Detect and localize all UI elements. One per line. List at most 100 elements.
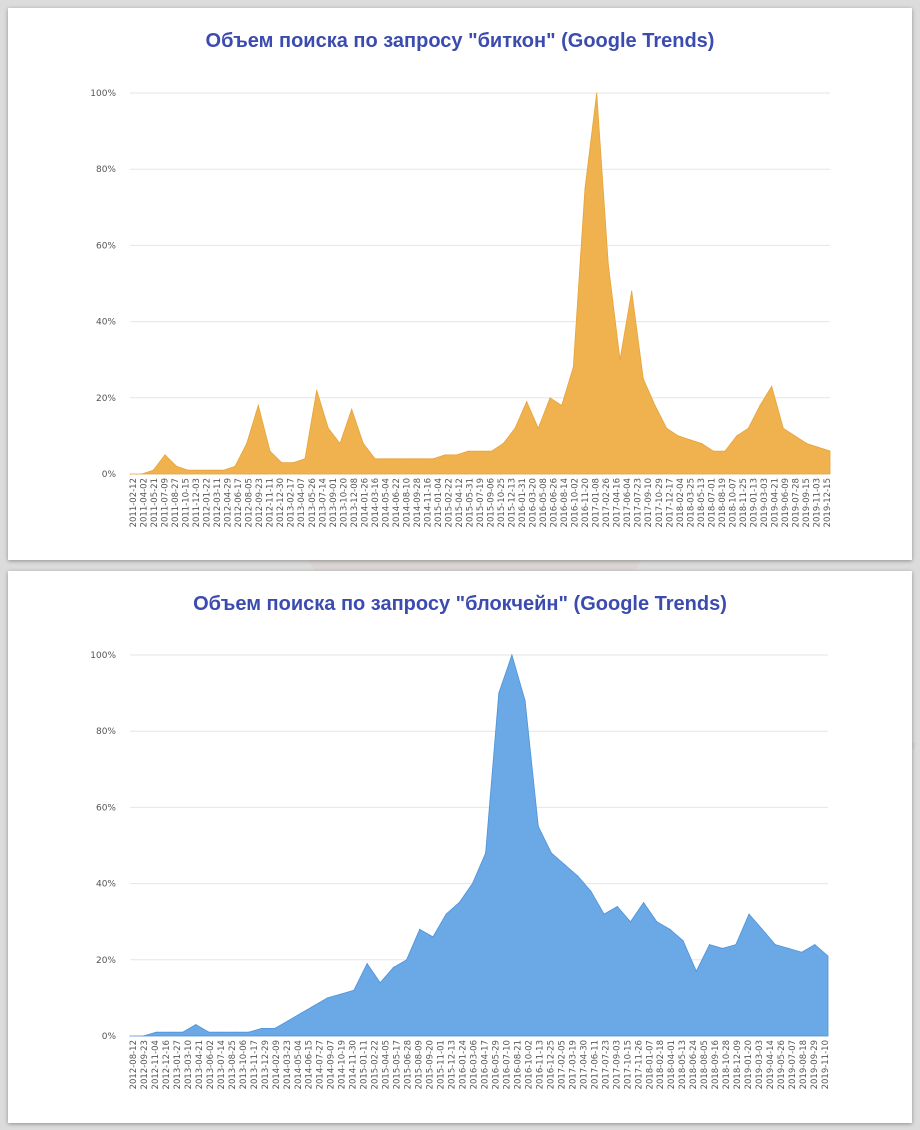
- data-point: [619, 359, 621, 361]
- y-tick-label: 100%: [90, 651, 116, 661]
- data-point: [471, 883, 473, 885]
- data-point: [669, 928, 671, 930]
- x-tick-label: 2014-05-04: [294, 1040, 304, 1089]
- data-point: [695, 970, 697, 972]
- x-tick-label: 2013-09-01: [329, 478, 339, 527]
- x-tick-label: 2011-04-02: [140, 478, 150, 527]
- x-tick-label: 2018-09-16: [711, 1040, 721, 1089]
- x-tick-label: 2012-04-29: [224, 478, 234, 527]
- data-point: [432, 936, 434, 938]
- x-tick-label: 2018-11-25: [739, 478, 749, 527]
- data-point: [736, 435, 738, 437]
- data-point: [814, 944, 816, 946]
- data-point: [643, 902, 645, 904]
- y-tick-label: 40%: [96, 880, 116, 890]
- x-tick-label: 2017-10-29: [655, 478, 665, 527]
- x-tick-label: 2017-06-04: [623, 478, 633, 527]
- x-tick-label: 2014-01-26: [360, 478, 370, 527]
- x-tick-label: 2015-06-28: [404, 1040, 414, 1089]
- area-series: [130, 92, 831, 475]
- data-point: [656, 921, 658, 923]
- x-tick-label: 2017-01-08: [592, 478, 602, 527]
- x-tick-label: 2016-11-20: [581, 478, 591, 527]
- x-tick-label: 2012-11-04: [151, 1040, 161, 1089]
- x-tick-label: 2019-05-26: [777, 1040, 787, 1089]
- data-point: [281, 462, 283, 464]
- chart-title: Объем поиска по запросу "биткон" (Google…: [205, 30, 715, 52]
- data-point: [152, 469, 154, 471]
- x-tick-label: 2015-05-17: [393, 1040, 403, 1089]
- data-point: [304, 458, 306, 460]
- x-tick-label: 2014-02-09: [272, 1040, 282, 1089]
- data-point: [631, 290, 633, 292]
- x-tick-label: 2018-08-05: [700, 1040, 710, 1089]
- x-tick-label: 2019-04-14: [766, 1040, 776, 1089]
- x-tick-label: 2018-05-13: [678, 1040, 688, 1089]
- data-point: [257, 404, 259, 406]
- y-tick-label: 20%: [96, 394, 116, 404]
- x-tick-label: 2019-11-03: [813, 478, 823, 527]
- data-point: [491, 450, 493, 452]
- x-tick-label: 2013-03-10: [184, 1040, 194, 1089]
- data-point: [677, 435, 679, 437]
- x-tick-label: 2012-03-11: [213, 478, 223, 527]
- y-tick-label: 40%: [96, 318, 116, 328]
- data-point: [666, 427, 668, 429]
- x-tick-label: 2018-02-18: [656, 1040, 666, 1089]
- x-tick-label: 2017-07-23: [634, 478, 644, 527]
- data-point: [524, 700, 526, 702]
- data-point: [771, 385, 773, 387]
- data-point: [195, 1024, 197, 1026]
- data-point: [537, 427, 539, 429]
- data-point: [502, 442, 504, 445]
- data-point: [353, 989, 355, 991]
- chart-title: Объем поиска по запросу "блокчейн" (Goog…: [193, 593, 727, 615]
- data-point: [603, 913, 605, 915]
- x-tick-label: 2014-03-23: [283, 1040, 293, 1089]
- data-point: [572, 366, 574, 368]
- x-tick-label: 2018-04-01: [667, 1040, 677, 1089]
- data-point: [654, 404, 656, 406]
- x-tick-label: 2011-08-27: [171, 478, 181, 527]
- data-point: [782, 427, 784, 429]
- x-tick-label: 2016-03-06: [470, 1040, 480, 1089]
- data-point: [498, 692, 500, 694]
- x-tick-label: 2017-09-03: [612, 1040, 622, 1089]
- data-point: [176, 465, 178, 467]
- data-point: [221, 1031, 223, 1033]
- x-tick-label: 2012-09-23: [255, 478, 265, 527]
- x-tick-label: 2018-06-24: [689, 1040, 699, 1089]
- x-tick-label: 2016-05-08: [539, 478, 549, 527]
- x-tick-label: 2013-10-06: [239, 1040, 249, 1089]
- data-point: [340, 993, 342, 995]
- data-point: [479, 450, 481, 452]
- x-tick-label: 2016-04-17: [481, 1040, 491, 1089]
- x-tick-label: 2018-07-01: [707, 478, 717, 527]
- x-tick-label: 2019-07-28: [792, 478, 802, 527]
- data-point: [748, 913, 750, 915]
- data-point: [222, 469, 224, 471]
- data-point: [444, 454, 446, 456]
- x-tick-label: 2013-12-08: [350, 478, 360, 527]
- x-tick-label: 2011-10-15: [182, 478, 192, 527]
- data-point: [327, 427, 329, 429]
- y-tick-label: 60%: [96, 803, 116, 813]
- data-point: [164, 454, 166, 456]
- x-tick-label: 2017-04-30: [579, 1040, 589, 1089]
- x-tick-label: 2016-05-29: [492, 1040, 502, 1089]
- x-tick-label: 2019-06-09: [781, 478, 791, 527]
- x-tick-label: 2014-03-16: [371, 478, 381, 527]
- data-point: [689, 439, 691, 441]
- x-tick-label: 2014-07-27: [316, 1040, 326, 1089]
- data-point: [421, 458, 423, 460]
- data-point: [292, 462, 294, 464]
- x-tick-label: 2017-02-05: [557, 1040, 567, 1089]
- x-tick-label: 2016-03-20: [529, 478, 539, 527]
- x-tick-label: 2013-12-29: [261, 1040, 271, 1089]
- x-tick-label: 2015-12-13: [508, 478, 518, 527]
- data-point: [794, 435, 796, 437]
- x-tick-label: 2015-11-01: [437, 1040, 447, 1089]
- data-point: [261, 1027, 263, 1029]
- data-point: [316, 389, 318, 391]
- x-tick-label: 2017-03-19: [568, 1040, 578, 1089]
